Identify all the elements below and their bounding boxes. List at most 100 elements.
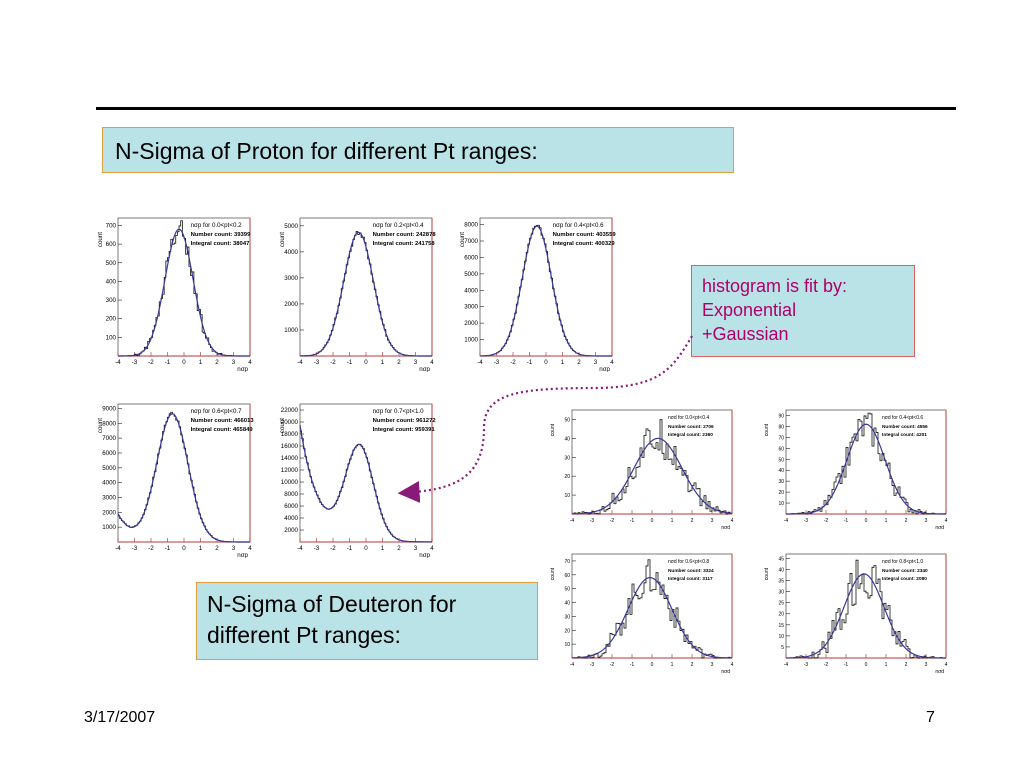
x-tick-label: 3 — [925, 518, 928, 524]
y-tick-label: 70 — [564, 559, 570, 565]
x-tick-label: -2 — [610, 662, 615, 668]
x-tick-label: -2 — [510, 359, 516, 366]
x-tick-label: 4 — [610, 359, 614, 366]
x-tick-label: 1 — [381, 545, 385, 552]
y-tick-label: 8000 — [284, 491, 298, 498]
y-axis-label: count — [550, 567, 556, 580]
y-tick-label: 1000 — [102, 524, 116, 531]
y-tick-label: 100 — [106, 334, 117, 341]
y-tick-label: 10000 — [281, 479, 299, 486]
y-tick-label: 40 — [564, 601, 570, 607]
x-tick-label: 2 — [691, 518, 694, 524]
y-tick-label: 7000 — [102, 435, 116, 442]
x-tick-label: -3 — [314, 545, 320, 552]
y-tick-label: 30 — [564, 614, 570, 620]
plot-frame — [299, 403, 433, 543]
fit-curve — [299, 231, 432, 357]
stats-title: nσp for 0.6<pt<0.7 — [191, 408, 243, 415]
y-tick-label: 8000 — [464, 222, 478, 229]
histogram-series — [786, 412, 946, 515]
stats-title: nσp for 0.2<pt<0.4 — [373, 222, 425, 229]
y-tick-label: 3000 — [464, 304, 478, 311]
x-tick-label: 4 — [430, 359, 434, 366]
y-axis-label: count — [550, 423, 556, 436]
stats-line: Number count: 961272 — [373, 418, 437, 424]
x-tick-label: -2 — [148, 545, 154, 552]
y-tick-label: 6000 — [102, 450, 116, 457]
x-tick-label: 1 — [561, 359, 565, 366]
x-tick-label: -4 — [297, 359, 303, 366]
x-tick-label: -3 — [804, 518, 809, 524]
x-tick-label: 4 — [945, 518, 948, 524]
deuteron-caption-box: N-Sigma of Deuteron for different Pt ran… — [196, 582, 538, 660]
x-tick-label: -4 — [784, 662, 789, 668]
x-tick-label: 2 — [905, 518, 908, 524]
histogram-series — [786, 559, 946, 659]
x-tick-label: -1 — [844, 662, 849, 668]
stats-line: Number count: 2340 — [882, 568, 928, 574]
x-tick-label: 1 — [671, 518, 674, 524]
fit-curve — [571, 437, 733, 515]
y-tick-label: 10 — [778, 501, 784, 507]
x-tick-label: -1 — [347, 545, 353, 552]
y-tick-label: 50 — [778, 457, 784, 463]
plot-frame — [299, 217, 433, 357]
stats-title: nσd for 0.4<pt<0.6 — [882, 415, 923, 421]
x-tick-label: -2 — [610, 518, 615, 524]
stats-line: Number count: 2706 — [668, 424, 714, 430]
y-tick-label: 18000 — [281, 431, 299, 438]
y-tick-label: 20 — [778, 612, 784, 618]
y-tick-label: 20 — [564, 628, 570, 634]
stats-title: nσd for 0.8<pt<1.0 — [882, 559, 923, 565]
y-tick-label: 5000 — [102, 465, 116, 472]
stats-line: Integral count: 4201 — [882, 432, 927, 438]
x-tick-label: 4 — [248, 545, 252, 552]
x-tick-label: -1 — [630, 518, 635, 524]
x-tick-label: -2 — [330, 545, 336, 552]
fit-curve — [479, 225, 612, 357]
y-tick-label: 1000 — [284, 327, 298, 334]
plot-frame — [785, 553, 947, 659]
y-tick-label: 600 — [106, 241, 117, 248]
y-tick-label: 22000 — [281, 407, 299, 414]
plot-frame — [785, 409, 947, 515]
y-axis-label: count — [764, 423, 770, 436]
y-tick-label: 10 — [778, 634, 784, 640]
stats-line: Integral count: 959391 — [373, 427, 436, 433]
y-tick-label: 9000 — [102, 405, 116, 412]
y-tick-label: 25 — [778, 601, 784, 607]
y-tick-label: 20 — [778, 490, 784, 496]
x-tick-label: 2 — [577, 359, 581, 366]
y-tick-label: 20 — [564, 474, 570, 480]
stats-title: nσp for 0.0<pt<0.2 — [191, 222, 243, 229]
fit-curve — [117, 413, 250, 543]
x-tick-label: 1 — [885, 518, 888, 524]
stats-line: Number count: 403559 — [553, 232, 617, 238]
x-tick-label: 2 — [215, 359, 219, 366]
y-axis-label: count — [764, 567, 770, 580]
x-tick-label: 3 — [594, 359, 598, 366]
slide-title: N-Sigma of Proton for different Pt range… — [115, 138, 538, 164]
x-tick-label: 2 — [691, 662, 694, 668]
y-tick-label: 80 — [778, 424, 784, 430]
y-tick-label: 50 — [564, 587, 570, 593]
x-axis-label: nσd — [721, 525, 730, 530]
x-tick-label: 0 — [865, 662, 868, 668]
y-tick-label: 30 — [778, 590, 784, 596]
y-axis-label: count — [97, 232, 104, 247]
proton-plot-5: 2000 4000 6000 8000 10000 12000 14000 16000 1800… — [279, 403, 437, 558]
y-tick-label: 14000 — [281, 455, 299, 462]
y-tick-label: 16000 — [281, 443, 299, 450]
x-tick-label: -2 — [148, 359, 154, 366]
stats-line: Number count: 4556 — [882, 424, 928, 430]
x-axis-label: nσd — [935, 525, 944, 530]
y-tick-label: 45 — [778, 556, 784, 562]
stats-line: Integral count: 241758 — [373, 241, 436, 247]
y-tick-label: 2000 — [284, 527, 298, 534]
fit-curve — [785, 573, 947, 659]
title-rule — [96, 107, 956, 110]
x-tick-label: 0 — [865, 518, 868, 524]
